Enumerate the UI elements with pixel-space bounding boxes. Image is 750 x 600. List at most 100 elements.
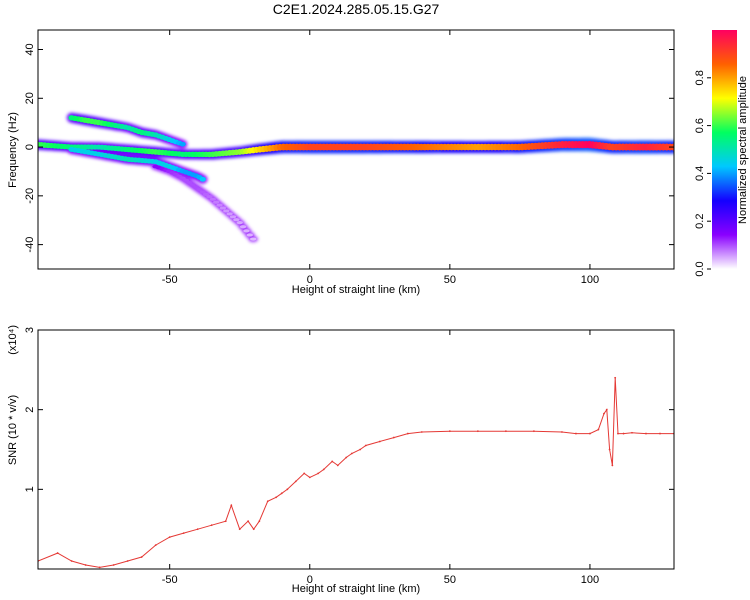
spectrogram-cell — [236, 221, 243, 225]
spectrogram-cell — [249, 237, 257, 241]
spectrogram-cell — [196, 187, 203, 192]
snr-y-ticks: 3 2 1 — [24, 327, 674, 492]
spectrogram-y-tick-label: -20 — [24, 188, 36, 204]
snr-point — [168, 536, 171, 539]
snr-x-tick-label: 50 — [444, 574, 456, 586]
snr-panel: -50 0 50 100 3 2 1 Height of straight line (k… — [7, 325, 675, 595]
snr-x-tick-label: 100 — [581, 574, 599, 586]
snr-point — [258, 520, 261, 523]
snr-point — [561, 431, 563, 433]
colorbar-label: Normalized spectral amplitude — [737, 76, 749, 224]
snr-point — [504, 430, 507, 433]
colorbar-tick-label: 0.4 — [694, 166, 706, 181]
snr-point — [182, 532, 185, 535]
snr-point — [98, 566, 101, 569]
spectrogram-cell — [229, 215, 237, 219]
snr-point — [364, 444, 367, 447]
snr-point — [275, 496, 278, 499]
snr-y-axis-label: SNR (10 * v/v) — [7, 395, 19, 465]
spectrogram-cell — [206, 195, 213, 199]
snr-point — [280, 492, 283, 495]
snr-series — [38, 376, 674, 569]
snr-point — [614, 376, 617, 379]
snr-point — [112, 564, 115, 566]
snr-point — [575, 432, 577, 435]
snr-point — [70, 560, 73, 562]
snr-point — [303, 472, 306, 475]
spectrogram-cell — [246, 233, 254, 237]
spectrogram-x-tick-label: -50 — [162, 274, 178, 286]
snr-point — [345, 456, 348, 459]
snr-point — [631, 431, 633, 434]
spectrogram-cell — [189, 183, 196, 187]
snr-frame — [37, 329, 675, 570]
colorbar-ticks: 0.0 0.2 0.4 0.6 0.8 — [694, 70, 711, 277]
snr-point — [56, 552, 59, 554]
colorbar: 0.0 0.2 0.4 0.6 0.8 Normalized spectral ampl… — [694, 30, 749, 277]
snr-point — [476, 430, 479, 433]
spectrogram-cell — [226, 212, 233, 216]
snr-point — [611, 464, 614, 467]
snr-point — [331, 460, 334, 463]
spectrogram-y-tick-label: 0 — [24, 144, 36, 150]
snr-point — [322, 468, 325, 471]
snr-point — [308, 476, 311, 479]
snr-point — [266, 500, 269, 503]
snr-point — [392, 436, 395, 439]
spectrogram-cell — [199, 176, 206, 182]
spectrogram-cell — [199, 190, 206, 194]
snr-x-ticks: -50 0 50 100 — [162, 330, 599, 586]
spectrogram-core-layer — [38, 115, 674, 241]
spectrogram-cell — [239, 225, 247, 229]
snr-x-tick-label: -50 — [162, 574, 178, 586]
colorbar-tick-label: 0.2 — [694, 214, 706, 229]
snr-point — [252, 528, 255, 531]
spectrogram-x-ticks: -50 0 50 100 — [162, 30, 599, 286]
snr-point — [645, 432, 647, 435]
snr-point — [126, 560, 129, 562]
snr-point — [617, 432, 619, 435]
snr-y-scale-label: (x10⁴) — [7, 325, 19, 355]
snr-point — [406, 432, 409, 435]
spectrogram-frame — [37, 29, 675, 270]
colorbar-tick-label: 0.8 — [694, 70, 706, 85]
snr-point — [448, 430, 451, 433]
spectrogram-cell — [233, 218, 240, 222]
snr-y-tick-label: 3 — [24, 327, 36, 333]
snr-point — [622, 432, 625, 435]
snr-point — [608, 448, 611, 451]
snr-y-tick-label: 2 — [24, 407, 36, 413]
snr-x-tick-label: 0 — [307, 574, 313, 586]
snr-point — [230, 504, 233, 507]
chart-title: C2E1.2024.285.05.15.G27 — [273, 1, 440, 17]
snr-point — [84, 564, 87, 566]
snr-point — [196, 528, 199, 531]
spectrogram-x-axis-label: Height of straight line (km) — [292, 284, 420, 296]
spectrogram-cell — [209, 197, 217, 201]
spectrogram-y-ticks: 40 20 0 -20 -40 — [24, 43, 674, 253]
snr-point — [140, 556, 143, 558]
spectrogram-heatmap — [38, 112, 674, 243]
snr-plot-area — [38, 330, 674, 569]
spectrogram-cell — [186, 180, 193, 185]
snr-point — [224, 520, 227, 523]
snr-point — [420, 431, 423, 433]
snr-point — [378, 440, 381, 443]
snr-point — [359, 448, 362, 451]
spectrogram-y-tick-label: 20 — [24, 92, 36, 104]
snr-point — [286, 488, 289, 491]
spectrogram-cell — [223, 209, 230, 213]
colorbar-tick-label: 0.0 — [694, 261, 706, 276]
spectrogram-y-axis-label: Frequency (Hz) — [7, 112, 19, 188]
snr-point — [659, 432, 661, 435]
spectrogram-panel: -50 0 50 100 40 20 0 -20 -40 Height of straight… — [7, 29, 675, 296]
spectrogram-y-tick-label: 40 — [24, 43, 36, 55]
spectrogram-x-tick-label: 50 — [444, 274, 456, 286]
spectrogram-x-tick-label: 100 — [581, 274, 599, 286]
spectrogram-cell — [212, 200, 220, 204]
snr-y-tick-label: 1 — [24, 486, 36, 492]
spectrogram-y-tick-label: -40 — [24, 237, 36, 253]
snr-point — [597, 428, 600, 431]
colorbar-tick-label: 0.6 — [694, 118, 706, 133]
spectrogram-cell — [202, 192, 210, 197]
